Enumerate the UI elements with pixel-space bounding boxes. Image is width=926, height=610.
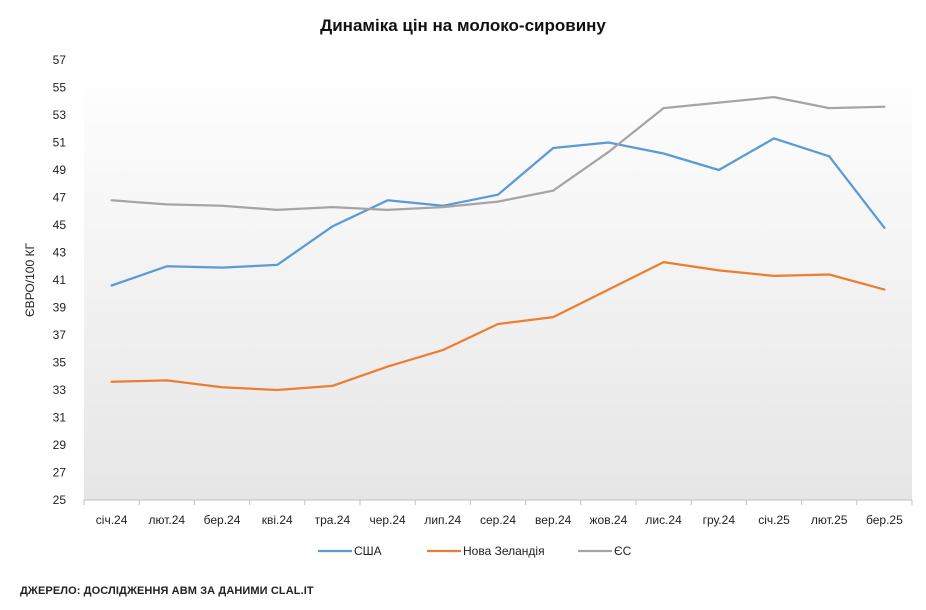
series-line-1 bbox=[110, 260, 886, 392]
y-tick-label: 33 bbox=[53, 383, 67, 397]
y-axis-label: ЄВРО/100 КГ bbox=[23, 243, 37, 317]
y-tick-label: 49 bbox=[53, 163, 67, 177]
x-tick-label: кві.24 bbox=[262, 513, 293, 527]
x-tick-label: тра.24 bbox=[315, 513, 351, 527]
y-tick-label: 47 bbox=[53, 191, 67, 205]
y-tick-label: 37 bbox=[53, 328, 67, 342]
x-tick-label: жов.24 bbox=[590, 513, 628, 527]
y-tick-label: 57 bbox=[53, 53, 67, 67]
x-tick-label: бер.24 bbox=[204, 513, 241, 527]
x-tick-label: лют.25 bbox=[811, 513, 848, 527]
x-tick-label: чер.24 bbox=[369, 513, 406, 527]
source-note: ДЖЕРЕЛО: ДОСЛІДЖЕННЯ АВМ ЗА ДАНИМИ CLAL.… bbox=[20, 585, 314, 597]
y-tick-label: 41 bbox=[53, 273, 67, 287]
x-tick-label: січ.25 bbox=[758, 513, 790, 527]
x-tick-label: лис.24 bbox=[645, 513, 682, 527]
legend-label: ЄС bbox=[614, 544, 632, 558]
x-tick-label: січ.24 bbox=[96, 513, 128, 527]
chart-title: Динаміка цін на молоко-сировину bbox=[320, 16, 606, 35]
x-tick-label: гру.24 bbox=[703, 513, 736, 527]
legend-label: Нова Зеландія bbox=[463, 544, 545, 558]
x-tick-label: лют.24 bbox=[149, 513, 186, 527]
y-tick-label: 27 bbox=[53, 466, 67, 480]
y-tick-label: 25 bbox=[53, 493, 67, 507]
series-line-0 bbox=[110, 137, 886, 287]
x-tick-label: лип.24 bbox=[424, 513, 461, 527]
y-tick-label: 45 bbox=[53, 218, 67, 232]
y-tick-label: 53 bbox=[53, 108, 67, 122]
x-tick-label: вер.24 bbox=[535, 513, 572, 527]
y-tick-label: 55 bbox=[53, 81, 67, 95]
series-line-2 bbox=[110, 95, 886, 212]
y-tick-label: 43 bbox=[53, 246, 67, 260]
x-tick-label: бер.25 bbox=[866, 513, 903, 527]
y-tick-label: 39 bbox=[53, 301, 67, 315]
y-tick-label: 29 bbox=[53, 438, 67, 452]
y-tick-label: 31 bbox=[53, 411, 67, 425]
plot-area bbox=[84, 60, 912, 500]
line-chart: Динаміка цін на молоко-сировину ЄВРО/100… bbox=[23, 16, 913, 558]
x-tick-label: сер.24 bbox=[480, 513, 516, 527]
y-tick-label: 51 bbox=[53, 136, 67, 150]
legend-label: США bbox=[354, 544, 382, 558]
y-tick-label: 35 bbox=[53, 356, 67, 370]
